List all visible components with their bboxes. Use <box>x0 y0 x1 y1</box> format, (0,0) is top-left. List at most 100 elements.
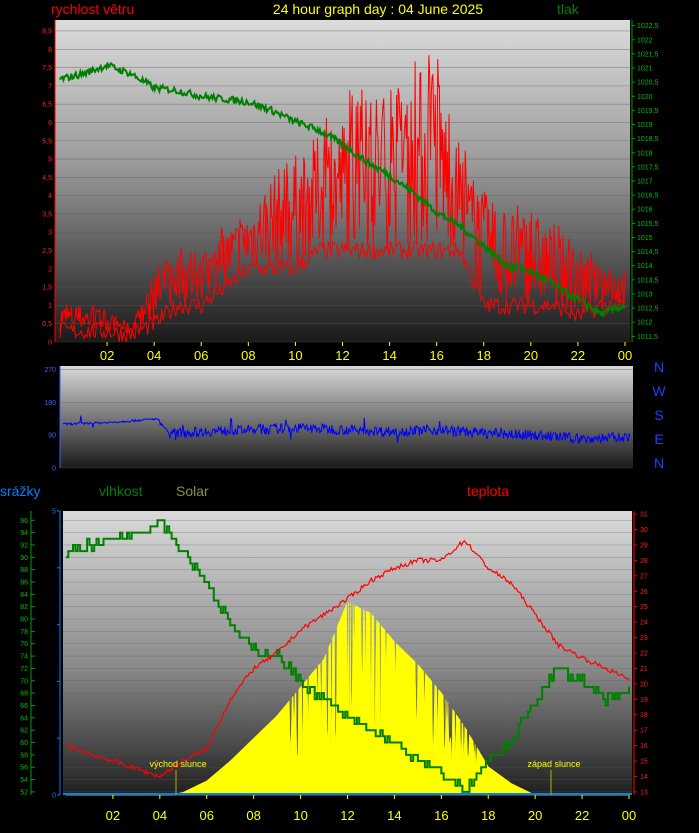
graph-title: 24 hour graph day : 04 June 2025 <box>273 1 483 17</box>
pressure-axis-tick-label: 1018,5 <box>637 136 659 143</box>
pressure-axis-tick-label: 1021 <box>637 66 653 73</box>
wind-axis-tick-label: 4,5 <box>42 175 52 182</box>
pressure-axis-tick-label: 1017 <box>637 179 653 186</box>
pressure-axis-tick-label: 1019,5 <box>637 108 659 115</box>
wind-axis-tick-label: 7,5 <box>42 65 52 72</box>
time-axis-tick-label: 12 <box>335 348 349 363</box>
humidity-axis: 52 54 56 58 60 62 64 66 68 70 72 74 76 78 80 82 84 86 88 90… <box>20 511 35 796</box>
humidity-axis-tick-label: 82 <box>20 604 28 611</box>
sunrise-marker-label: východ slunce <box>149 759 206 769</box>
wind-direction-series <box>62 415 631 445</box>
temperature-axis-tick-label: 16 <box>640 743 648 750</box>
temperature-series <box>65 539 630 778</box>
time-axis-tick-label: 08 <box>241 348 255 363</box>
pressure-axis-tick-label: 1016,5 <box>637 193 659 200</box>
time-axis-tick-label: 04 <box>153 808 167 823</box>
humidity-axis-tick-label: 52 <box>20 789 28 796</box>
temperature-axis-tick-label: 23 <box>640 635 648 642</box>
time-axis-tick-label: 16 <box>434 808 448 823</box>
time-axis-tick-label: 06 <box>200 808 214 823</box>
humidity-axis-tick-label: 58 <box>20 752 28 759</box>
pressure-axis-tick-label: 1022 <box>637 37 653 44</box>
temperature-axis-tick-label: 28 <box>640 558 648 565</box>
wind-axis-tick-label: 4 <box>48 193 52 200</box>
humidity-axis-tick-label: 92 <box>20 542 28 549</box>
temperature-axis-tick-label: 25 <box>640 604 648 611</box>
humidity-axis-tick-label: 54 <box>20 777 28 784</box>
pressure-axis-tick-label: 1022,5 <box>637 23 659 30</box>
wind-direction-plot-area <box>60 366 633 468</box>
pressure-axis-tick-label: 1018 <box>637 150 653 157</box>
time-axis-tick-label: 06 <box>194 348 208 363</box>
rain-axis-tick-label: 0 <box>52 793 56 800</box>
pressure-axis-tick-label: 1012 <box>637 320 653 327</box>
pressure-axis-tick-label: 1013 <box>637 291 653 298</box>
humidity-axis-tick-label: 84 <box>20 592 28 599</box>
wind-axis-tick-label: 2,5 <box>42 248 52 255</box>
humidity-solar-temp-series <box>63 519 632 796</box>
temperature-axis-tick-label: 22 <box>640 651 648 658</box>
time-axis-tick-label: 04 <box>147 348 161 363</box>
time-axis-tick-label: 20 <box>524 348 538 363</box>
wind-axis-tick-label: 0,5 <box>42 321 52 328</box>
humidity-axis-tick-label: 74 <box>20 654 28 661</box>
time-axis-tick-label: 22 <box>575 808 589 823</box>
time-axis-tick-label: 02 <box>100 348 114 363</box>
bottom-time-axis: 02 04 06 08 10 12 14 16 18 20 22 00 <box>106 795 636 823</box>
humidity-axis-tick-label: 64 <box>20 715 28 722</box>
wind-axis-tick-label: 6,5 <box>42 102 52 109</box>
wind-axis-tick-label: 1,5 <box>42 285 52 292</box>
pressure-axis-tick-label: 1015,5 <box>637 221 659 228</box>
time-axis-tick-label: 18 <box>481 808 495 823</box>
temperature-axis-tick-label: 29 <box>640 542 648 549</box>
temperature-axis-tick-label: 13 <box>640 789 648 796</box>
direction-axis-tick-label: 270 <box>44 367 56 374</box>
pressure-axis-tick-label: 1019 <box>637 122 653 129</box>
wind-axis-tick-label: 2 <box>48 266 52 273</box>
wind-axis-tick-label: 6 <box>48 120 52 127</box>
wind-axis-tick-label: 5 <box>48 157 52 164</box>
wind-axis-tick-label: 7 <box>48 83 52 90</box>
pressure-axis: 1011,5 1012 1012,5 1013 1013,5 1014 1014,5 1015… <box>631 20 659 342</box>
temperature-axis-tick-label: 17 <box>640 728 648 735</box>
wind-average-series <box>59 240 626 343</box>
temperature-axis-tick-label: 27 <box>640 573 648 580</box>
compass-letter: S <box>654 407 663 423</box>
humidity-axis-tick-label: 80 <box>20 617 28 624</box>
temperature-axis-tick-label: 24 <box>640 620 648 627</box>
temperature-axis-tick-label: 18 <box>640 712 648 719</box>
wind-direction-grid <box>60 369 633 469</box>
pressure-label: tlak <box>557 1 580 17</box>
temperature-axis-tick-label: 31 <box>640 512 648 519</box>
pressure-axis-tick-label: 1017,5 <box>637 164 659 171</box>
time-axis-tick-label: 10 <box>293 808 307 823</box>
direction-axis-tick-label: 0 <box>52 466 56 473</box>
wind-speed-axis: 0 0,5 1 1,5 2 2,5 3 3,5 4 4,5 5 5,5 6 6,5 7 7,5 8 8,5 <box>42 20 56 347</box>
wind-pressure-series <box>59 55 626 343</box>
time-axis-tick-label: 10 <box>288 348 302 363</box>
wind-speed-label: rychlost větru <box>51 1 134 17</box>
humidity-axis-tick-label: 94 <box>20 530 28 537</box>
sunset-marker-label: západ slunce <box>527 759 580 769</box>
time-axis-tick-label: 02 <box>106 808 120 823</box>
humidity-axis-tick-label: 68 <box>20 691 28 698</box>
wind-direction-series <box>62 415 631 445</box>
temperature-axis-tick-label: 21 <box>640 666 648 673</box>
humidity-axis-tick-label: 90 <box>20 555 28 562</box>
humidity-axis-tick-label: 62 <box>20 728 28 735</box>
solar-label: Solar <box>176 483 209 499</box>
humidity-axis-tick-label: 72 <box>20 666 28 673</box>
time-axis-tick-label: 20 <box>528 808 542 823</box>
wind-gust-series <box>59 55 626 334</box>
time-axis-tick-label: 18 <box>477 348 491 363</box>
wind-direction-axis: 0 90 180 270 <box>44 366 61 473</box>
temperature-axis-tick-label: 30 <box>640 527 648 534</box>
temperature-axis-tick-label: 26 <box>640 589 648 596</box>
humidity-axis-tick-label: 60 <box>20 740 28 747</box>
pressure-axis-tick-label: 1012,5 <box>637 306 659 313</box>
wind-axis-tick-label: 0 <box>48 340 52 347</box>
rain-axis-tick-label: 5 <box>52 509 56 516</box>
wind-axis-tick-label: 1 <box>48 303 52 310</box>
